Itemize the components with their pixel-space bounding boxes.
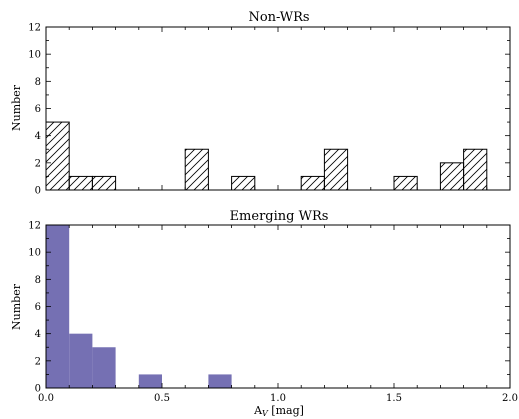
- histogram-bars: [46, 225, 232, 388]
- panel-title: Non-WRs: [248, 10, 309, 25]
- y-tick-label: 4: [35, 131, 41, 142]
- histogram-bar: [91, 175, 117, 191]
- histogram-bar: [92, 347, 116, 388]
- histogram-bar: [138, 374, 162, 388]
- y-tick-label: 10: [28, 50, 41, 61]
- y-tick-label: 0: [35, 384, 41, 395]
- histogram-bar: [68, 175, 93, 191]
- histogram-bar: [69, 333, 93, 388]
- y-tick-label: 6: [35, 104, 41, 115]
- histogram-bar: [300, 175, 325, 191]
- histogram-bar: [393, 175, 418, 191]
- axis-ticks: 0 2 4 6 8 10 12: [28, 23, 511, 197]
- x-tick-label: 0.5: [154, 393, 170, 404]
- histogram-bar: [231, 175, 256, 191]
- histogram-bars: [45, 121, 488, 191]
- emerging-wrs-panel: Emerging WRs Number 0 2 4 6 8 10 12 0.0 0.5 1.0 1.…: [10, 209, 518, 418]
- y-tick-label: 12: [28, 221, 41, 232]
- x-tick-label: 2.0: [502, 393, 518, 404]
- y-tick-label: 8: [35, 275, 41, 286]
- y-axis-label: Number: [10, 283, 23, 330]
- histogram-bar: [439, 162, 465, 191]
- y-tick-label: 2: [35, 158, 41, 169]
- y-tick-label: 8: [35, 77, 41, 88]
- panel-title: Emerging WRs: [230, 209, 329, 224]
- histogram-bar: [208, 374, 232, 388]
- y-axis-label: Number: [10, 84, 23, 131]
- plot-frame: [45, 26, 511, 191]
- y-tick-label: 12: [28, 23, 41, 34]
- y-tick-label: 10: [28, 248, 41, 259]
- plot-frame: [45, 224, 511, 389]
- histogram-bar: [184, 148, 209, 191]
- axis-ticks: 0 2 4 6 8 10 12 0.0 0.5 1.0 1.5 2.0: [28, 221, 518, 405]
- histogram-bar: [463, 148, 488, 191]
- y-tick-label: 0: [35, 186, 41, 197]
- x-tick-label: 1.0: [270, 393, 286, 404]
- histogram-bar: [323, 148, 349, 191]
- histogram-bar: [45, 121, 70, 191]
- y-tick-label: 6: [35, 302, 41, 313]
- non-wrs-panel: Non-WRs Number 0 2 4 6 8 10 12: [10, 10, 511, 197]
- histogram-bar: [46, 225, 70, 388]
- x-tick-label: 0.0: [38, 393, 54, 404]
- y-tick-label: 4: [35, 329, 41, 340]
- y-tick-label: 2: [35, 356, 41, 367]
- x-tick-label: 1.5: [386, 393, 402, 404]
- x-axis-label: AV [mag]: [253, 404, 304, 418]
